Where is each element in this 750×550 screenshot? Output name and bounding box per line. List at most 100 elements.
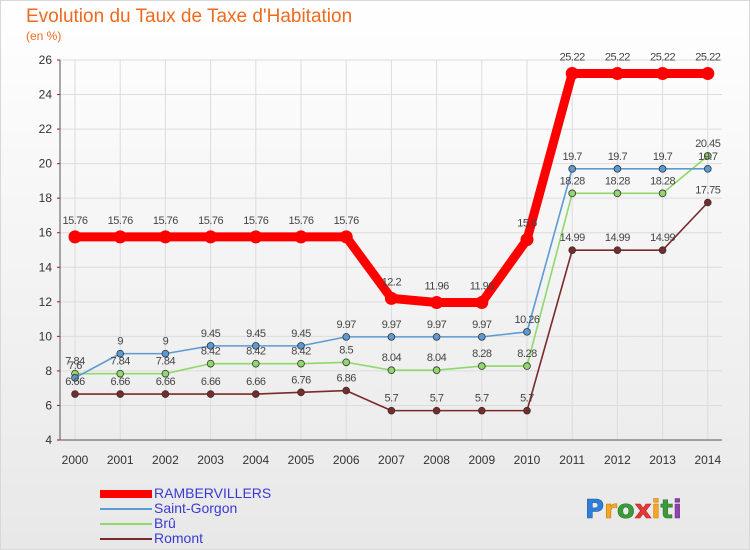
x-tick-label: 2006 [333, 453, 360, 467]
x-tick-label: 2005 [288, 453, 315, 467]
data-label-1: 19.7 [698, 151, 718, 163]
x-tick-label: 2010 [514, 453, 541, 467]
series-point-3 [432, 406, 441, 415]
legend-label-bru: Brû [154, 515, 176, 531]
legend-swatch-bru [100, 523, 152, 525]
series-point-3 [387, 406, 396, 415]
data-label-0: 15.76 [62, 215, 87, 227]
y-tick-label: 22 [39, 122, 53, 136]
y-tick-label: 10 [39, 329, 53, 343]
series-point-3 [252, 390, 260, 398]
series-point-1 [703, 165, 712, 173]
series-point-2 [252, 359, 260, 368]
series-point-0 [475, 296, 489, 310]
legend-item-romont: Romont [100, 531, 360, 546]
y-tick-label: 18 [39, 191, 53, 205]
series-point-3 [206, 390, 215, 398]
series-point-0 [68, 230, 82, 244]
x-tick-label: 2003 [197, 453, 224, 467]
series-point-1 [658, 165, 667, 173]
data-label-2: 8.28 [472, 348, 492, 360]
series-point-3 [342, 386, 351, 395]
series-point-2 [206, 359, 215, 368]
x-tick-label: 2001 [107, 453, 134, 467]
series-point-2 [432, 366, 441, 375]
series-point-0 [701, 66, 715, 80]
series-point-3 [568, 246, 576, 254]
x-tick-label: 2012 [604, 453, 631, 467]
series-point-3 [161, 390, 170, 398]
data-label-2: 8.42 [291, 346, 311, 358]
data-label-2: 8.04 [427, 352, 447, 364]
data-label-2: 8.28 [517, 348, 537, 360]
chart-legend: RAMBERVILLERS Saint-Gorgon Brû Romont [100, 486, 360, 546]
data-label-0: 11.96 [470, 281, 495, 293]
series-point-0 [339, 230, 353, 244]
data-label-1: 19.7 [653, 151, 673, 163]
x-tick-label: 2004 [242, 453, 269, 467]
series-point-3 [71, 390, 79, 398]
series-point-0 [204, 230, 218, 244]
x-tick-label: 2014 [694, 453, 721, 467]
series-point-0 [430, 296, 444, 310]
data-label-1: 9.45 [246, 328, 266, 340]
series-point-1 [252, 342, 260, 350]
data-label-3: 6.66 [156, 376, 176, 388]
series-point-1 [568, 165, 576, 173]
series-point-3 [116, 390, 124, 398]
series-point-0 [656, 66, 670, 80]
series-point-1 [432, 333, 441, 341]
series-point-3 [477, 406, 486, 415]
x-tick-label: 2008 [423, 453, 450, 467]
chart-unit-label: (en %) [26, 29, 62, 43]
data-label-2: 18.28 [560, 175, 585, 187]
data-label-3: 6.66 [110, 376, 130, 388]
series-point-2 [161, 369, 170, 378]
data-label-0: 15.76 [108, 215, 133, 227]
legend-label-saint-gorgon: Saint-Gorgon [154, 500, 238, 516]
data-label-3: 6.66 [201, 376, 221, 388]
data-label-3: 5.7 [475, 393, 489, 405]
data-label-1: 9.97 [472, 319, 492, 331]
series-point-2 [613, 189, 622, 198]
y-tick-label: 16 [39, 226, 53, 240]
x-tick-label: 2011 [559, 453, 585, 467]
proxiti-logo: Proxiti [585, 495, 682, 526]
data-label-1: 7.6 [68, 360, 82, 372]
chart-title: Evolution du Taux de Taxe d'Habitation [26, 6, 353, 27]
series-point-2 [116, 369, 124, 378]
y-tick-label: 6 [45, 398, 52, 412]
data-label-2: 8.04 [382, 352, 402, 364]
legend-swatch-rambervillers [100, 490, 152, 498]
y-tick-label: 24 [39, 88, 53, 102]
series-point-1 [387, 333, 396, 341]
data-label-1: 9.45 [201, 328, 221, 340]
data-label-0: 12.2 [382, 276, 402, 288]
data-label-0: 25.22 [605, 51, 630, 63]
series-point-3 [703, 198, 712, 207]
data-label-2: 8.42 [246, 346, 266, 358]
data-label-3: 6.66 [65, 376, 85, 388]
data-label-2: 8.42 [201, 346, 221, 358]
series-point-2 [568, 189, 576, 198]
series-point-1 [523, 328, 531, 336]
data-label-1: 9.97 [427, 319, 447, 331]
y-tick-label: 4 [45, 433, 52, 447]
series-point-1 [477, 333, 486, 341]
data-label-3: 5.7 [520, 393, 534, 405]
series-point-2 [387, 366, 396, 375]
data-label-0: 15.76 [153, 215, 178, 227]
series-point-1 [297, 342, 305, 350]
data-label-3: 6.76 [291, 374, 311, 386]
data-label-2: 8.5 [339, 344, 353, 356]
series-point-2 [297, 359, 305, 368]
data-label-0: 15.76 [288, 215, 313, 227]
y-tick-label: 8 [45, 364, 52, 378]
data-label-1: 10.26 [514, 314, 539, 326]
legend-item-rambervillers: RAMBERVILLERS [100, 486, 360, 501]
data-label-0: 15.76 [334, 215, 359, 227]
series-point-1 [613, 165, 622, 173]
data-label-1: 9.97 [336, 319, 356, 331]
legend-item-bru: Brû [100, 516, 360, 531]
data-label-2: 18.28 [605, 175, 630, 187]
